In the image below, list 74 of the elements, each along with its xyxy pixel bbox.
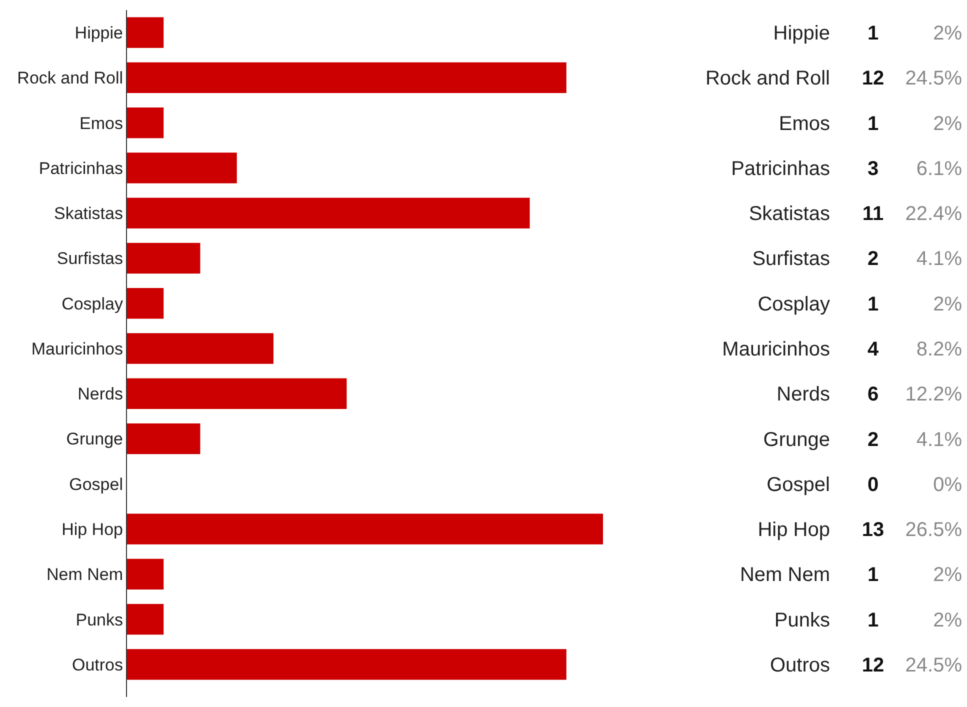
bar [127,62,566,94]
category-label: Rock and Roll [705,68,830,90]
text: 8.2% [916,338,962,360]
category-label: Cosplay [758,293,830,316]
bar [127,333,274,364]
text: 2% [933,22,962,45]
text: 2% [933,293,962,316]
category-label: Gospel [766,474,830,496]
y-tick-label: Mauricinhos [31,339,123,358]
y-tick-label: Punks [76,610,123,630]
data-label: 12 [862,654,884,676]
data-label: 1 [867,22,879,45]
y-tick-label: Skatistas [54,204,123,224]
category-label: Grunge [763,428,830,451]
y-tick-label: Surfistas [56,249,123,268]
data-label: 11 [862,203,884,226]
bar [127,288,164,319]
text: 12.2% [905,384,962,406]
text: 4.1% [916,248,962,270]
text: 22.4% [905,203,962,226]
text: 24.5% [905,68,962,90]
category-label: Hip Hop [758,519,830,542]
y-tick-label: Nerds [78,384,123,404]
bar [127,649,566,680]
bar [127,107,164,138]
bar [127,378,347,409]
data-label: 1 [867,564,879,586]
data-label: 0 [867,474,879,496]
category-label: Surfistas [752,248,830,270]
category-label: Nem Nem [740,564,830,586]
bar [127,514,603,544]
data-label: 1 [867,112,879,135]
data-label: 2 [867,428,879,451]
category-label: Mauricinhos [722,338,830,360]
data-label: 1 [867,293,879,316]
category-label: Outros [770,654,830,676]
text: 26.5% [905,519,962,542]
data-label: 1 [867,609,879,632]
y-tick-label: Cosplay [62,294,124,314]
data-label: 3 [867,158,879,180]
data-label: 6 [867,384,879,406]
category-label: Patricinhas [731,158,830,180]
y-tick-label: Nem Nem [46,565,123,584]
category-label: Skatistas [748,203,830,226]
bar [127,423,200,454]
y-tick-label: Emos [80,114,123,133]
text: 24.5% [905,654,962,676]
bar [127,242,200,274]
text: 2% [933,609,962,632]
bar [127,152,237,184]
category-label: Nerds [776,384,830,406]
y-tick-label: Gospel [69,474,123,494]
text: 2% [933,564,962,586]
text: 2% [933,112,962,135]
y-tick-label: Patricinhas [38,158,123,178]
y-tick-label: Rock and Roll [17,68,123,88]
bar [127,17,164,48]
text: 0% [933,474,962,496]
data-label: 4 [867,338,880,360]
y-tick-label: Outros [72,655,123,674]
category-label: Hippie [773,22,830,45]
text: 4.1% [916,428,962,451]
category-label: Punks [774,609,830,632]
category-label: Emos [778,112,830,135]
data-label: 2 [867,248,879,270]
bar [127,558,164,590]
y-tick-label: Hippie [74,24,123,43]
y-tick-label: Hip Hop [62,520,123,539]
data-label: 13 [862,519,884,542]
data-label: 12 [862,68,884,90]
text: 6.1% [916,158,962,180]
bar [127,198,530,228]
bar [127,604,164,635]
y-tick-label: Grunge [66,430,123,449]
